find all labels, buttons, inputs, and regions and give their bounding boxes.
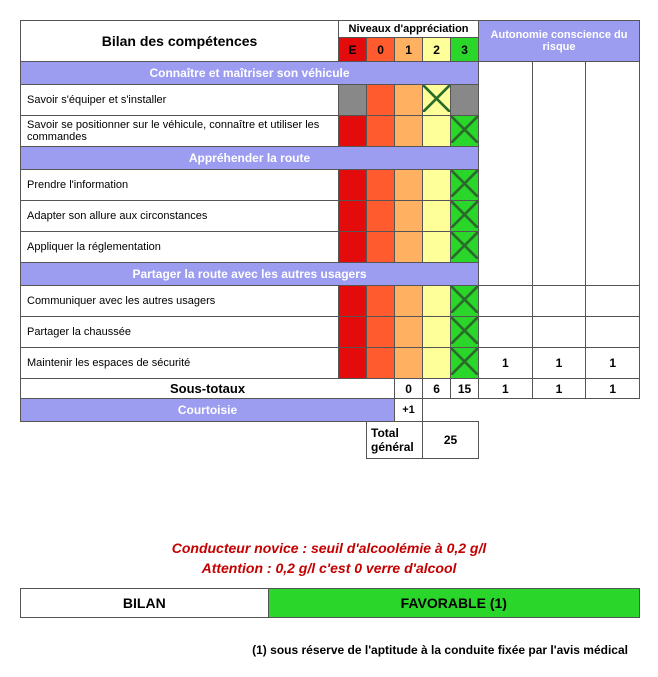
competence-label: Communiquer avec les autres usagers (21, 286, 339, 317)
score-cell (339, 170, 367, 201)
sous-aut-1: 1 (532, 379, 586, 399)
score-cell (395, 317, 423, 348)
score-cell (423, 201, 451, 232)
score-cell (423, 232, 451, 263)
autonomy-total-0: 1 (479, 348, 533, 379)
score-cell (451, 201, 479, 232)
score-cell (451, 348, 479, 379)
title: Bilan des compétences (21, 21, 339, 62)
competence-label: Adapter son allure aux circonstances (21, 201, 339, 232)
competence-label: Maintenir les espaces de sécurité (21, 348, 339, 379)
score-cell (339, 85, 367, 116)
autonomy-cell (479, 317, 533, 348)
autonomy-total-1: 1 (532, 348, 586, 379)
bilan-value: FAVORABLE (1) (268, 589, 639, 618)
score-cell (367, 170, 395, 201)
score-cell (451, 85, 479, 116)
score-cell (395, 116, 423, 147)
sous-val-0: 0 (395, 379, 423, 399)
level-2: 2 (423, 38, 451, 62)
score-cell (451, 170, 479, 201)
score-cell (339, 232, 367, 263)
sous-aut-0: 1 (479, 379, 533, 399)
score-cell (339, 201, 367, 232)
score-cell (423, 85, 451, 116)
competence-label: Partager la chaussée (21, 317, 339, 348)
autonomy-cell (586, 317, 640, 348)
autonomy-cell (586, 286, 640, 317)
sous-val-2: 15 (451, 379, 479, 399)
level-3: 3 (451, 38, 479, 62)
score-cell (423, 116, 451, 147)
competence-label: Appliquer la réglementation (21, 232, 339, 263)
score-cell (367, 116, 395, 147)
competence-label: Savoir s'équiper et s'installer (21, 85, 339, 116)
competence-label: Savoir se positionner sur le véhicule, c… (21, 116, 339, 147)
score-cell (423, 286, 451, 317)
section-header: Appréhender la route (21, 147, 479, 170)
score-cell (367, 348, 395, 379)
autonomy-col-1: Adaptation aux situations (532, 62, 586, 286)
score-cell (423, 170, 451, 201)
score-cell (339, 348, 367, 379)
competence-table: Bilan des compétences Niveaux d'apprécia… (20, 20, 640, 459)
warning-block: Conducteur novice : seuil d'alcoolémie à… (20, 539, 638, 578)
autonomy-cell (479, 286, 533, 317)
score-cell (451, 232, 479, 263)
sous-totaux-label: Sous-totaux (21, 379, 395, 399)
autonomy-cell (532, 317, 586, 348)
autonomie-label: Autonomie conscience du risque (479, 21, 640, 62)
courtoisie-label: Courtoisie (21, 399, 395, 422)
level-0: 0 (367, 38, 395, 62)
level-E: E (339, 38, 367, 62)
score-cell (395, 85, 423, 116)
score-cell (395, 170, 423, 201)
score-cell (423, 348, 451, 379)
footnote: (1) sous réserve de l'aptitude à la cond… (20, 643, 638, 657)
sous-aut-2: 1 (586, 379, 640, 399)
autonomy-cell (532, 286, 586, 317)
sous-val-1: 6 (423, 379, 451, 399)
bilan-table: BILAN FAVORABLE (1) (20, 588, 640, 618)
score-cell (339, 317, 367, 348)
score-cell (395, 232, 423, 263)
warning-line-2: Attention : 0,2 g/l c'est 0 verre d'alco… (20, 559, 638, 579)
score-cell (339, 116, 367, 147)
bilan-label: BILAN (21, 589, 269, 618)
score-cell (367, 232, 395, 263)
section-header: Connaître et maîtriser son véhicule (21, 62, 479, 85)
score-cell (367, 317, 395, 348)
score-cell (367, 85, 395, 116)
section-header: Partager la route avec les autres usager… (21, 263, 479, 286)
niveaux-label: Niveaux d'appréciation (339, 21, 479, 38)
score-cell (451, 286, 479, 317)
total-general-value: 25 (423, 422, 479, 459)
score-cell (339, 286, 367, 317)
score-cell (451, 116, 479, 147)
score-cell (395, 348, 423, 379)
score-cell (423, 317, 451, 348)
score-cell (451, 317, 479, 348)
autonomy-total-2: 1 (586, 348, 640, 379)
autonomy-col-0: Analyse des situations (479, 62, 533, 286)
level-1: 1 (395, 38, 423, 62)
score-cell (395, 286, 423, 317)
autonomy-col-2: Conduite autonome (586, 62, 640, 286)
score-cell (367, 201, 395, 232)
score-cell (395, 201, 423, 232)
competence-label: Prendre l'information (21, 170, 339, 201)
total-general-label: Total général (367, 422, 423, 459)
warning-line-1: Conducteur novice : seuil d'alcoolémie à… (20, 539, 638, 559)
score-cell (367, 286, 395, 317)
courtoisie-plus: +1 (395, 399, 423, 422)
